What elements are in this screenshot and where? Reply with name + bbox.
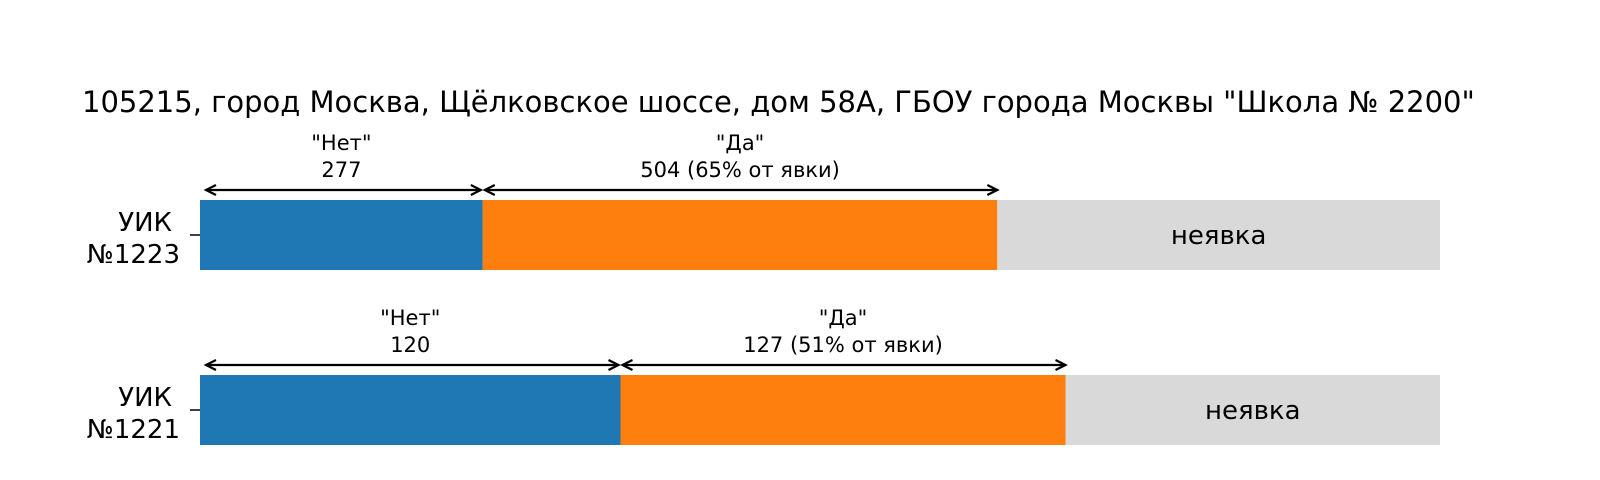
annotation-yes-value: 504 (65% от явки) (640, 158, 840, 182)
annotation-no-value: 277 (321, 158, 361, 182)
category-label-line2: №1221 (87, 415, 180, 445)
category-label-line1: УИК (118, 383, 172, 413)
bar-segment-no (200, 375, 621, 445)
annotation-no-label: "Нет" (380, 306, 440, 330)
bar-segment-absent (997, 200, 1440, 270)
absent-label: неявка (1205, 396, 1301, 426)
category-label-line1: УИК (118, 208, 172, 238)
annotation-no-label: "Нет" (311, 131, 371, 155)
annotation-yes-value: 127 (51% от явки) (743, 333, 943, 357)
chart-title: 105215, город Москва, Щёлковское шоссе, … (82, 85, 1475, 119)
bar-segment-yes (620, 375, 1066, 445)
annotation-no-value: 120 (390, 333, 430, 357)
absent-label: неявка (1171, 221, 1267, 251)
bar-segment-yes (482, 200, 998, 270)
category-label-line2: №1223 (87, 240, 180, 270)
annotation-yes-label: "Да" (716, 131, 765, 155)
annotation-yes-label: "Да" (819, 306, 868, 330)
bar-segment-absent (1065, 375, 1440, 445)
bar-segment-no (200, 200, 483, 270)
